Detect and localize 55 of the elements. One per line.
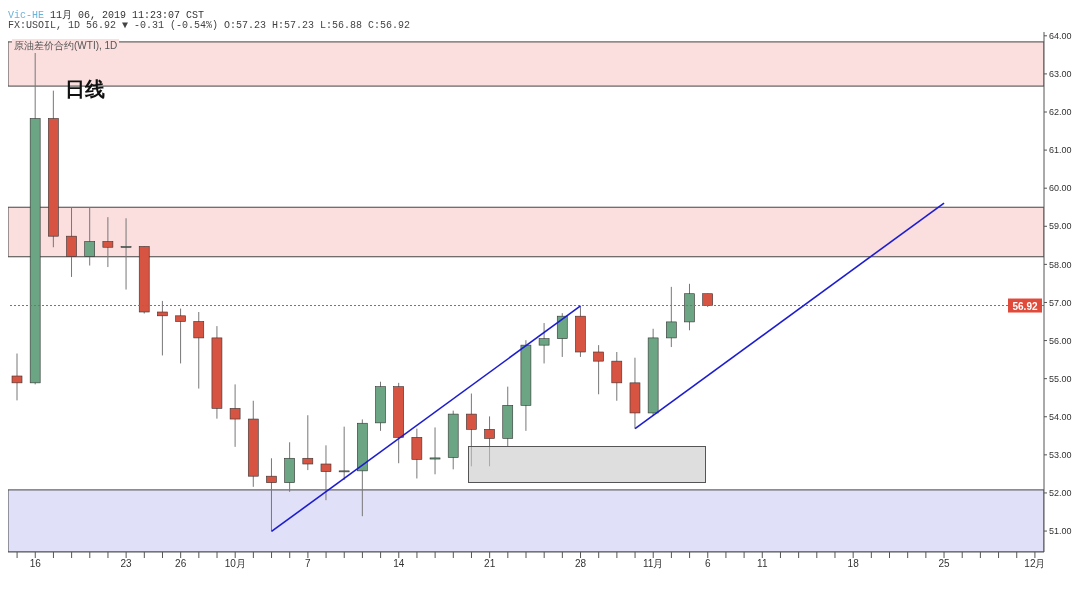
candlestick — [411, 428, 423, 479]
candlestick — [338, 426, 350, 481]
candlestick — [484, 415, 495, 467]
candlestick — [266, 457, 277, 532]
x-tick-label: 12月 — [1024, 558, 1046, 570]
x-tick-label: 14 — [393, 558, 405, 570]
x-tick-label: 16 — [29, 558, 42, 570]
x-tick-label: 21 — [484, 558, 496, 570]
candlestick — [302, 414, 314, 471]
y-tick-label: 64.00 — [1049, 31, 1072, 41]
candlestick — [193, 311, 205, 390]
y-tick-label: 60.00 — [1049, 183, 1072, 194]
annotation: 日线 — [65, 77, 105, 102]
candlestick — [84, 206, 95, 267]
y-tick-label: 58.00 — [1049, 259, 1072, 270]
x-tick-label: 11月 — [643, 558, 664, 570]
candlestick — [66, 206, 77, 278]
y-tick-label: 63.00 — [1049, 69, 1072, 80]
y-tick-label: 51.00 — [1049, 526, 1072, 537]
x-tick-label: 11 — [757, 558, 768, 570]
y-tick-label: 59.00 — [1049, 221, 1072, 232]
x-tick-label: 18 — [847, 558, 860, 570]
x-tick-label: 7 — [305, 558, 312, 570]
candlestick — [320, 444, 332, 501]
y-tick-label: 55.00 — [1049, 373, 1072, 384]
candlestick — [102, 216, 114, 268]
y-tick-label: 53.00 — [1049, 450, 1072, 461]
candlestick — [175, 308, 186, 364]
text: Vic-HE — [8, 10, 45, 21]
y-tick-label: 57.00 — [1049, 297, 1072, 308]
candlestick — [556, 312, 568, 358]
candlestick — [429, 426, 441, 475]
text: 原油差价合约(WTI), 1D — [12, 39, 120, 53]
x-tick-label: 26 — [175, 558, 187, 570]
x-tick-label: 10月 — [224, 558, 246, 570]
x-tick-label: 28 — [574, 558, 587, 570]
candlestick — [538, 322, 550, 364]
candlestick — [11, 353, 23, 401]
y-tick-label: 56.00 — [1049, 335, 1072, 346]
x-tick-label: 23 — [120, 558, 133, 570]
ref-line-label: 56.92 — [1012, 300, 1038, 312]
candlestick — [229, 383, 241, 448]
y-tick-label: 62.00 — [1049, 107, 1072, 118]
y-tick-label: 52.00 — [1049, 488, 1072, 499]
candlestick — [611, 351, 623, 402]
x-tick-label: 6 — [704, 558, 711, 570]
candlestick — [666, 286, 677, 348]
candlestick — [466, 393, 477, 467]
y-tick-label: 61.00 — [1049, 145, 1072, 156]
text: 11月 06, 2019 11:23:07 CST — [50, 10, 205, 21]
candlestick — [120, 217, 132, 291]
candlestick — [593, 344, 604, 395]
y-tick-label: 54.00 — [1049, 411, 1072, 422]
x-tick-label: 25 — [938, 558, 951, 570]
chart-subtitle: FX:USOIL, 1D 56.92 ▼ -0.31 (-0.54%) O:57.23 H:57.23 L:56.88 C:56.92 — [8, 20, 411, 31]
